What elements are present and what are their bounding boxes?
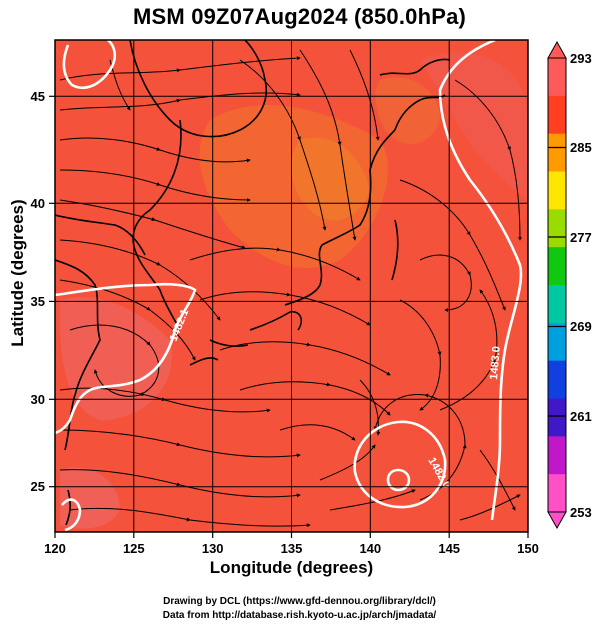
colorbar-label: 261 bbox=[570, 409, 592, 424]
colorbar-segment bbox=[548, 474, 566, 513]
colorbar-segment bbox=[548, 360, 566, 399]
x-tick-label: 140 bbox=[359, 541, 381, 556]
graticule bbox=[55, 40, 528, 532]
credit-data-source: Data from http://database.rish.kyoto-u.a… bbox=[162, 610, 437, 621]
y-tick-label: 40 bbox=[31, 196, 45, 211]
colorbar-bottom-arrow bbox=[547, 511, 567, 530]
colorbar-segment bbox=[548, 95, 566, 135]
colorbar-label: 253 bbox=[570, 505, 592, 520]
colorbar-segment bbox=[548, 285, 566, 324]
colorbar-segment bbox=[548, 209, 566, 248]
colorbar-top-arrow bbox=[547, 40, 567, 59]
credit-drawing: Drawing by DCL (https://www.gfd-dennou.o… bbox=[163, 596, 436, 607]
warm-region bbox=[375, 77, 440, 144]
x-tick-label: 150 bbox=[517, 541, 539, 556]
colorbar-segment bbox=[548, 58, 566, 97]
x-tick-label: 120 bbox=[44, 541, 66, 556]
x-tick-label: 125 bbox=[123, 541, 145, 556]
x-tick-label: 145 bbox=[438, 541, 460, 556]
y-axis-label: Latitude (degrees) bbox=[8, 199, 27, 347]
colorbar-segment bbox=[548, 171, 566, 210]
y-tick-label: 45 bbox=[31, 89, 45, 104]
colorbar-segment bbox=[548, 247, 566, 286]
contour-label: 1483.0 bbox=[488, 346, 503, 381]
x-tick-label: 130 bbox=[202, 541, 224, 556]
y-tick-label: 25 bbox=[31, 479, 45, 494]
colorbar-segment bbox=[548, 398, 566, 437]
chart-title: MSM 09Z07Aug2024 (850.0hPa) bbox=[132, 4, 467, 29]
wind-streamlines bbox=[59, 49, 522, 528]
y-tick-label: 35 bbox=[31, 294, 45, 309]
colorbar-segment bbox=[548, 133, 566, 172]
x-axis-label: Longitude (degrees) bbox=[209, 558, 374, 577]
cool-region bbox=[60, 467, 120, 529]
colorbar: 293 285 277 269 261 253 bbox=[547, 40, 592, 530]
colorbar-label: 293 bbox=[570, 51, 592, 66]
axis-ticks bbox=[49, 95, 529, 538]
colorbar-segment bbox=[548, 436, 566, 475]
colorbar-frame bbox=[547, 57, 567, 513]
colorbar-segment bbox=[548, 322, 566, 362]
cool-region bbox=[420, 52, 528, 200]
colorbar-label: 285 bbox=[570, 140, 592, 155]
y-tick-label: 30 bbox=[31, 392, 45, 407]
height-contours bbox=[55, 40, 523, 532]
x-tick-label: 135 bbox=[281, 541, 303, 556]
colorbar-label: 277 bbox=[570, 230, 592, 245]
colorbar-label: 269 bbox=[570, 319, 592, 334]
